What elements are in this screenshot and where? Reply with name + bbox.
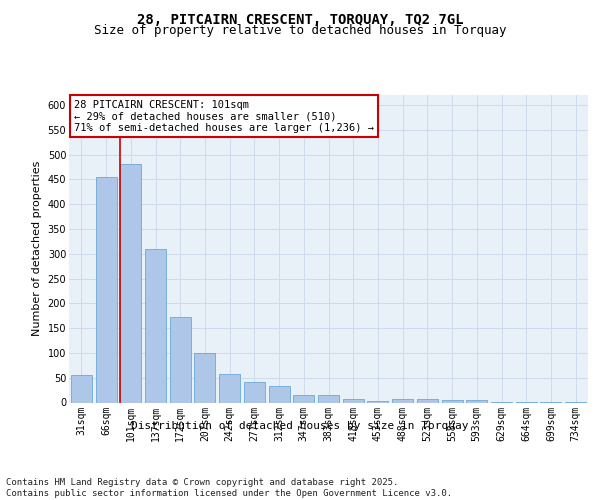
Y-axis label: Number of detached properties: Number of detached properties	[32, 161, 42, 336]
Text: Size of property relative to detached houses in Torquay: Size of property relative to detached ho…	[94, 24, 506, 37]
Text: Contains HM Land Registry data © Crown copyright and database right 2025.
Contai: Contains HM Land Registry data © Crown c…	[6, 478, 452, 498]
Bar	[392, 399, 413, 402]
Bar	[170, 317, 191, 402]
Bar	[417, 399, 438, 402]
Text: Distribution of detached houses by size in Torquay: Distribution of detached houses by size …	[131, 421, 469, 431]
Bar	[293, 395, 314, 402]
Bar	[343, 399, 364, 402]
Bar	[318, 394, 339, 402]
Bar	[95, 177, 116, 402]
Bar	[120, 164, 141, 402]
Text: 28, PITCAIRN CRESCENT, TORQUAY, TQ2 7GL: 28, PITCAIRN CRESCENT, TORQUAY, TQ2 7GL	[137, 12, 463, 26]
Bar	[145, 248, 166, 402]
Bar	[367, 400, 388, 402]
Bar	[219, 374, 240, 402]
Bar	[194, 353, 215, 403]
Bar	[466, 400, 487, 402]
Bar	[244, 382, 265, 402]
Text: 28 PITCAIRN CRESCENT: 101sqm
← 29% of detached houses are smaller (510)
71% of s: 28 PITCAIRN CRESCENT: 101sqm ← 29% of de…	[74, 100, 374, 133]
Bar	[71, 375, 92, 402]
Bar	[442, 400, 463, 402]
Bar	[269, 386, 290, 402]
